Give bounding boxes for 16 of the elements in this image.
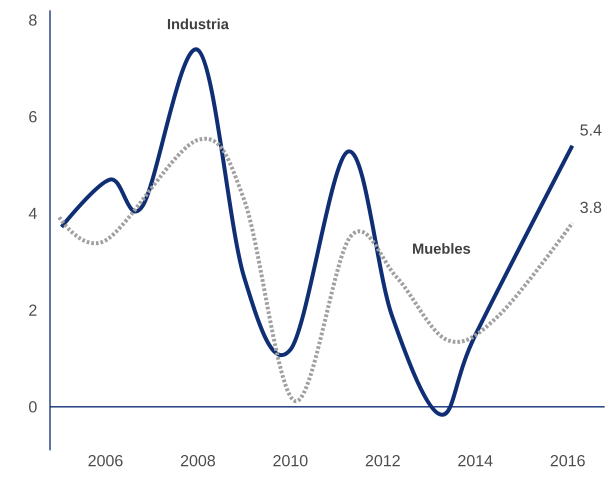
- series-label: Industria: [168, 18, 229, 30]
- y-tick-label: 2: [29, 304, 36, 316]
- x-tick-label: 2006: [88, 455, 123, 466]
- x-tick-label: 2008: [180, 455, 216, 466]
- annotation: 5.4: [580, 124, 602, 136]
- y-tick-label: 0: [29, 401, 37, 412]
- x-tick-label: 2016: [550, 455, 585, 466]
- x-tick-label: 2012: [366, 455, 400, 466]
- series-label: Muebles: [413, 243, 470, 254]
- line-series: [57, 137, 574, 404]
- y-tick-label: 8: [29, 14, 37, 26]
- y-tick-label: 4: [28, 208, 37, 219]
- x-tick-label: 2010: [273, 455, 308, 466]
- x-tick-label: 2014: [458, 455, 493, 466]
- y-tick-label: 6: [29, 111, 37, 122]
- annotation: 3.8: [580, 202, 602, 214]
